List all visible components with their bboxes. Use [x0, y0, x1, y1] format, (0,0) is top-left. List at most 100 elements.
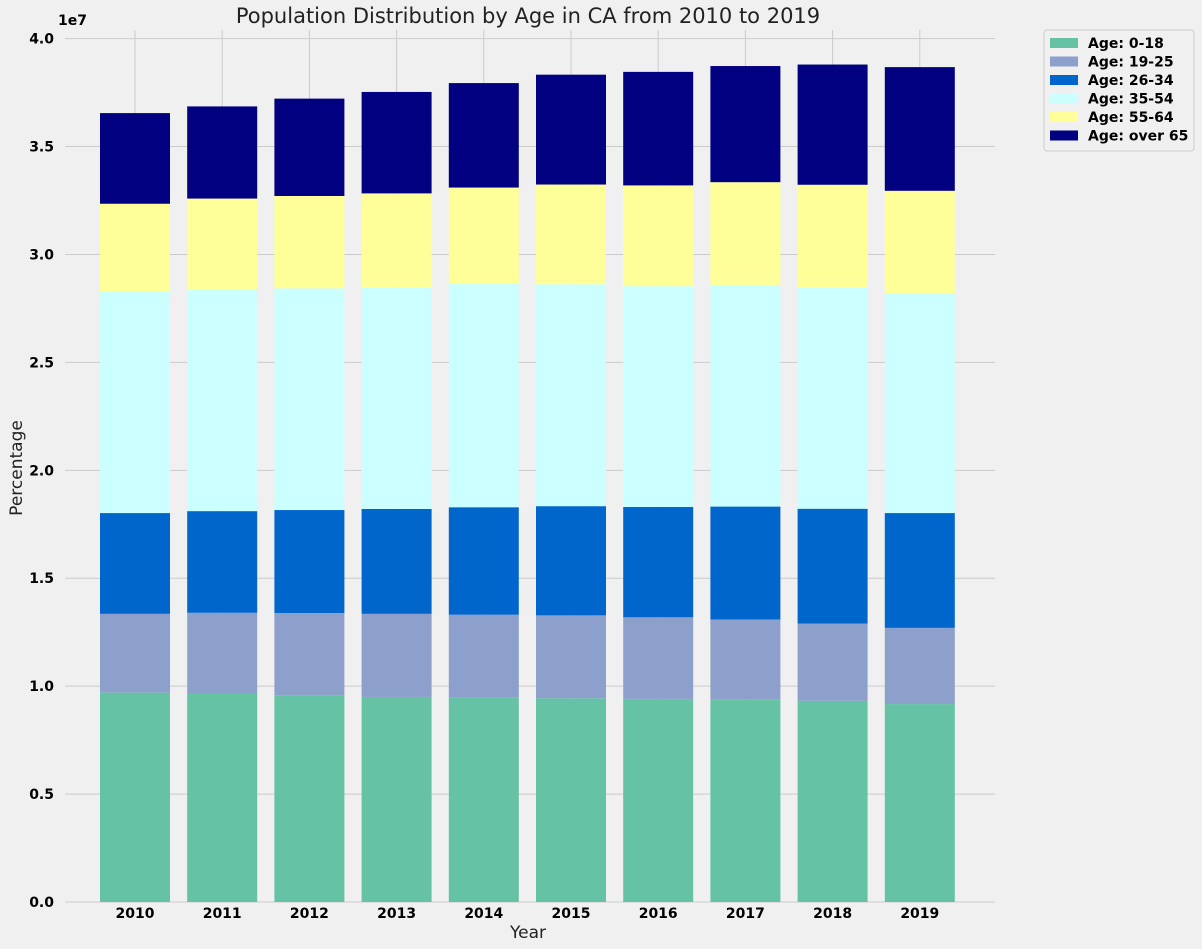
bar-segment: [623, 185, 694, 287]
legend: Age: 0-18 Age: 19-25 Age: 26-34 Age: 35-54 A…: [1043, 29, 1195, 152]
bar-segment: [797, 700, 868, 902]
axis-layer: 0.0 0.5 1.0 1.5 2.0 2.5 3.0 3.5 4.0 2010 2011 2012 2…: [29, 32, 939, 922]
bar-segment: [536, 698, 606, 902]
x-tick-label: 2019: [900, 906, 939, 922]
bar-segment: [797, 623, 868, 701]
y-offset-label: 1e7: [58, 13, 87, 29]
legend-swatch: [1050, 56, 1078, 67]
x-tick-label: 2016: [639, 906, 678, 922]
x-tick-label: 2018: [813, 906, 852, 922]
bar-segment: [448, 83, 519, 188]
bar-segment: [274, 695, 345, 902]
bar-segment: [884, 513, 955, 628]
bar-segment: [536, 74, 606, 185]
bar-segment: [536, 615, 606, 699]
legend-label: Age: 0-18: [1088, 36, 1164, 52]
bar-segment: [274, 510, 345, 613]
bar-segment: [623, 286, 694, 508]
y-tick-label: 3.5: [29, 140, 54, 156]
bar-segment: [536, 506, 606, 616]
bar-segment: [187, 106, 258, 199]
bar-segment: [623, 507, 694, 618]
bar-segment: [884, 293, 955, 514]
bar-segment: [623, 617, 694, 699]
y-tick-label: 3.0: [29, 247, 54, 263]
bar-segment: [187, 612, 258, 694]
x-tick-label: 2011: [203, 906, 242, 922]
x-tick-label: 2010: [116, 906, 155, 922]
x-tick-label: 2017: [726, 906, 765, 922]
x-tick-label: 2015: [552, 906, 591, 922]
bar-segment: [448, 697, 519, 902]
y-tick-label: 0.5: [29, 787, 54, 803]
bar-segment: [361, 287, 432, 509]
bar-segment: [623, 698, 694, 902]
bar-segment: [710, 284, 781, 507]
y-tick-label: 1.5: [29, 571, 54, 587]
y-tick-label: 2.5: [29, 355, 54, 371]
legend-label: Age: 55-64: [1088, 110, 1174, 126]
bar-segment: [884, 67, 955, 191]
bar-segment: [797, 64, 868, 185]
bar-segment: [623, 71, 694, 186]
legend-label: Age: 19-25: [1088, 55, 1174, 71]
bar-segment: [361, 508, 432, 614]
bar-segment: [884, 704, 955, 902]
bar-segment: [448, 507, 519, 615]
bar-segment: [274, 98, 345, 196]
bar-segment: [536, 284, 606, 507]
legend-label: Age: 26-34: [1088, 73, 1174, 89]
bar-segment: [710, 699, 781, 902]
bars-layer: [100, 64, 955, 902]
y-axis-label: Percentage: [7, 420, 27, 516]
legend-label: Age: 35-54: [1088, 92, 1174, 108]
bar-segment: [448, 284, 519, 508]
bar-segment: [100, 513, 170, 614]
bar-segment: [797, 508, 868, 624]
bar-segment: [361, 193, 432, 288]
bar-segment: [274, 195, 345, 289]
bar-segment: [536, 184, 606, 285]
x-tick-label: 2012: [290, 906, 329, 922]
bar-segment: [100, 291, 170, 514]
y-tick-label: 4.0: [29, 32, 54, 48]
bar-segment: [100, 692, 170, 902]
legend-swatch: [1050, 38, 1078, 48]
bar-segment: [187, 693, 258, 902]
legend-swatch: [1050, 130, 1078, 141]
bar-segment: [100, 113, 170, 204]
bar-segment: [884, 190, 955, 294]
bar-segment: [448, 614, 519, 698]
bar-segment: [797, 287, 868, 509]
bar-segment: [274, 612, 345, 696]
legend-label: Age: over 65: [1088, 129, 1188, 145]
legend-box: [1043, 29, 1195, 152]
legend-swatch: [1050, 112, 1078, 122]
legend-swatch: [1050, 93, 1078, 104]
bar-segment: [710, 182, 781, 285]
bar-segment: [187, 198, 258, 290]
bar-segment: [710, 506, 781, 620]
y-tick-label: 1.0: [29, 679, 54, 695]
chart-title: Population Distribution by Age in CA fro…: [236, 4, 820, 28]
x-axis-label: Year: [509, 923, 546, 943]
bar-segment: [448, 187, 519, 285]
bar-segment: [100, 613, 170, 693]
bar-segment: [187, 511, 258, 613]
bar-segment: [361, 613, 432, 697]
bar-segment: [710, 66, 781, 183]
bar-segment: [274, 288, 345, 511]
bar-segment: [100, 203, 170, 292]
x-tick-label: 2014: [464, 906, 503, 922]
legend-swatch: [1050, 75, 1078, 85]
bar-segment: [884, 627, 955, 705]
y-tick-label: 2.0: [29, 463, 54, 479]
bar-segment: [797, 184, 868, 288]
bar-segment: [187, 289, 258, 512]
bar-segment: [710, 619, 781, 700]
bar-segment: [361, 91, 432, 194]
x-tick-label: 2013: [377, 906, 416, 922]
y-tick-label: 0.0: [29, 895, 54, 911]
